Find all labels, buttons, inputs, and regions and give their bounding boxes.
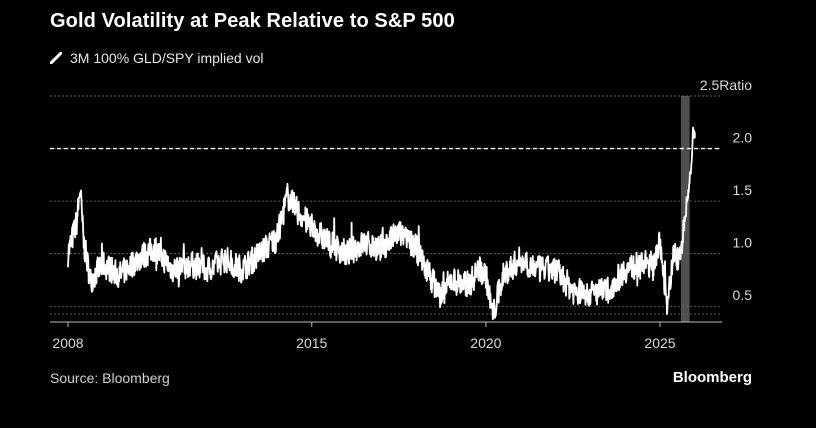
chart-title: Gold Volatility at Peak Relative to S&P … <box>50 10 455 32</box>
x-axis: 2008 2015 2020 2025 <box>50 321 722 351</box>
y-axis-ticks: 2.5Ratio 2.0 1.5 1.0 0.5 <box>700 77 752 303</box>
source-note: Source: Bloomberg <box>50 370 170 386</box>
y-tick-label: 2.0 <box>733 130 753 146</box>
x-tick-label: 2020 <box>470 335 501 351</box>
y-tick-label: 0.5 <box>733 287 753 303</box>
x-tick-label: 2008 <box>52 335 83 351</box>
y-tick-label: 1.5 <box>733 182 753 198</box>
brand-logo: Bloomberg <box>672 369 752 386</box>
legend-label: 3M 100% GLD/SPY implied vol <box>70 50 264 66</box>
legend: 3M 100% GLD/SPY implied vol <box>50 49 264 67</box>
series-group <box>67 126 696 321</box>
highlight-band <box>680 96 690 322</box>
series-line <box>67 126 696 321</box>
highlight-band-group <box>680 96 690 322</box>
x-tick-label: 2025 <box>644 335 675 351</box>
y-tick-label: 1.0 <box>733 235 753 251</box>
y-tick-label: 2.5Ratio <box>700 77 752 93</box>
x-tick-label: 2015 <box>296 335 327 351</box>
legend-line-icon <box>50 52 62 64</box>
